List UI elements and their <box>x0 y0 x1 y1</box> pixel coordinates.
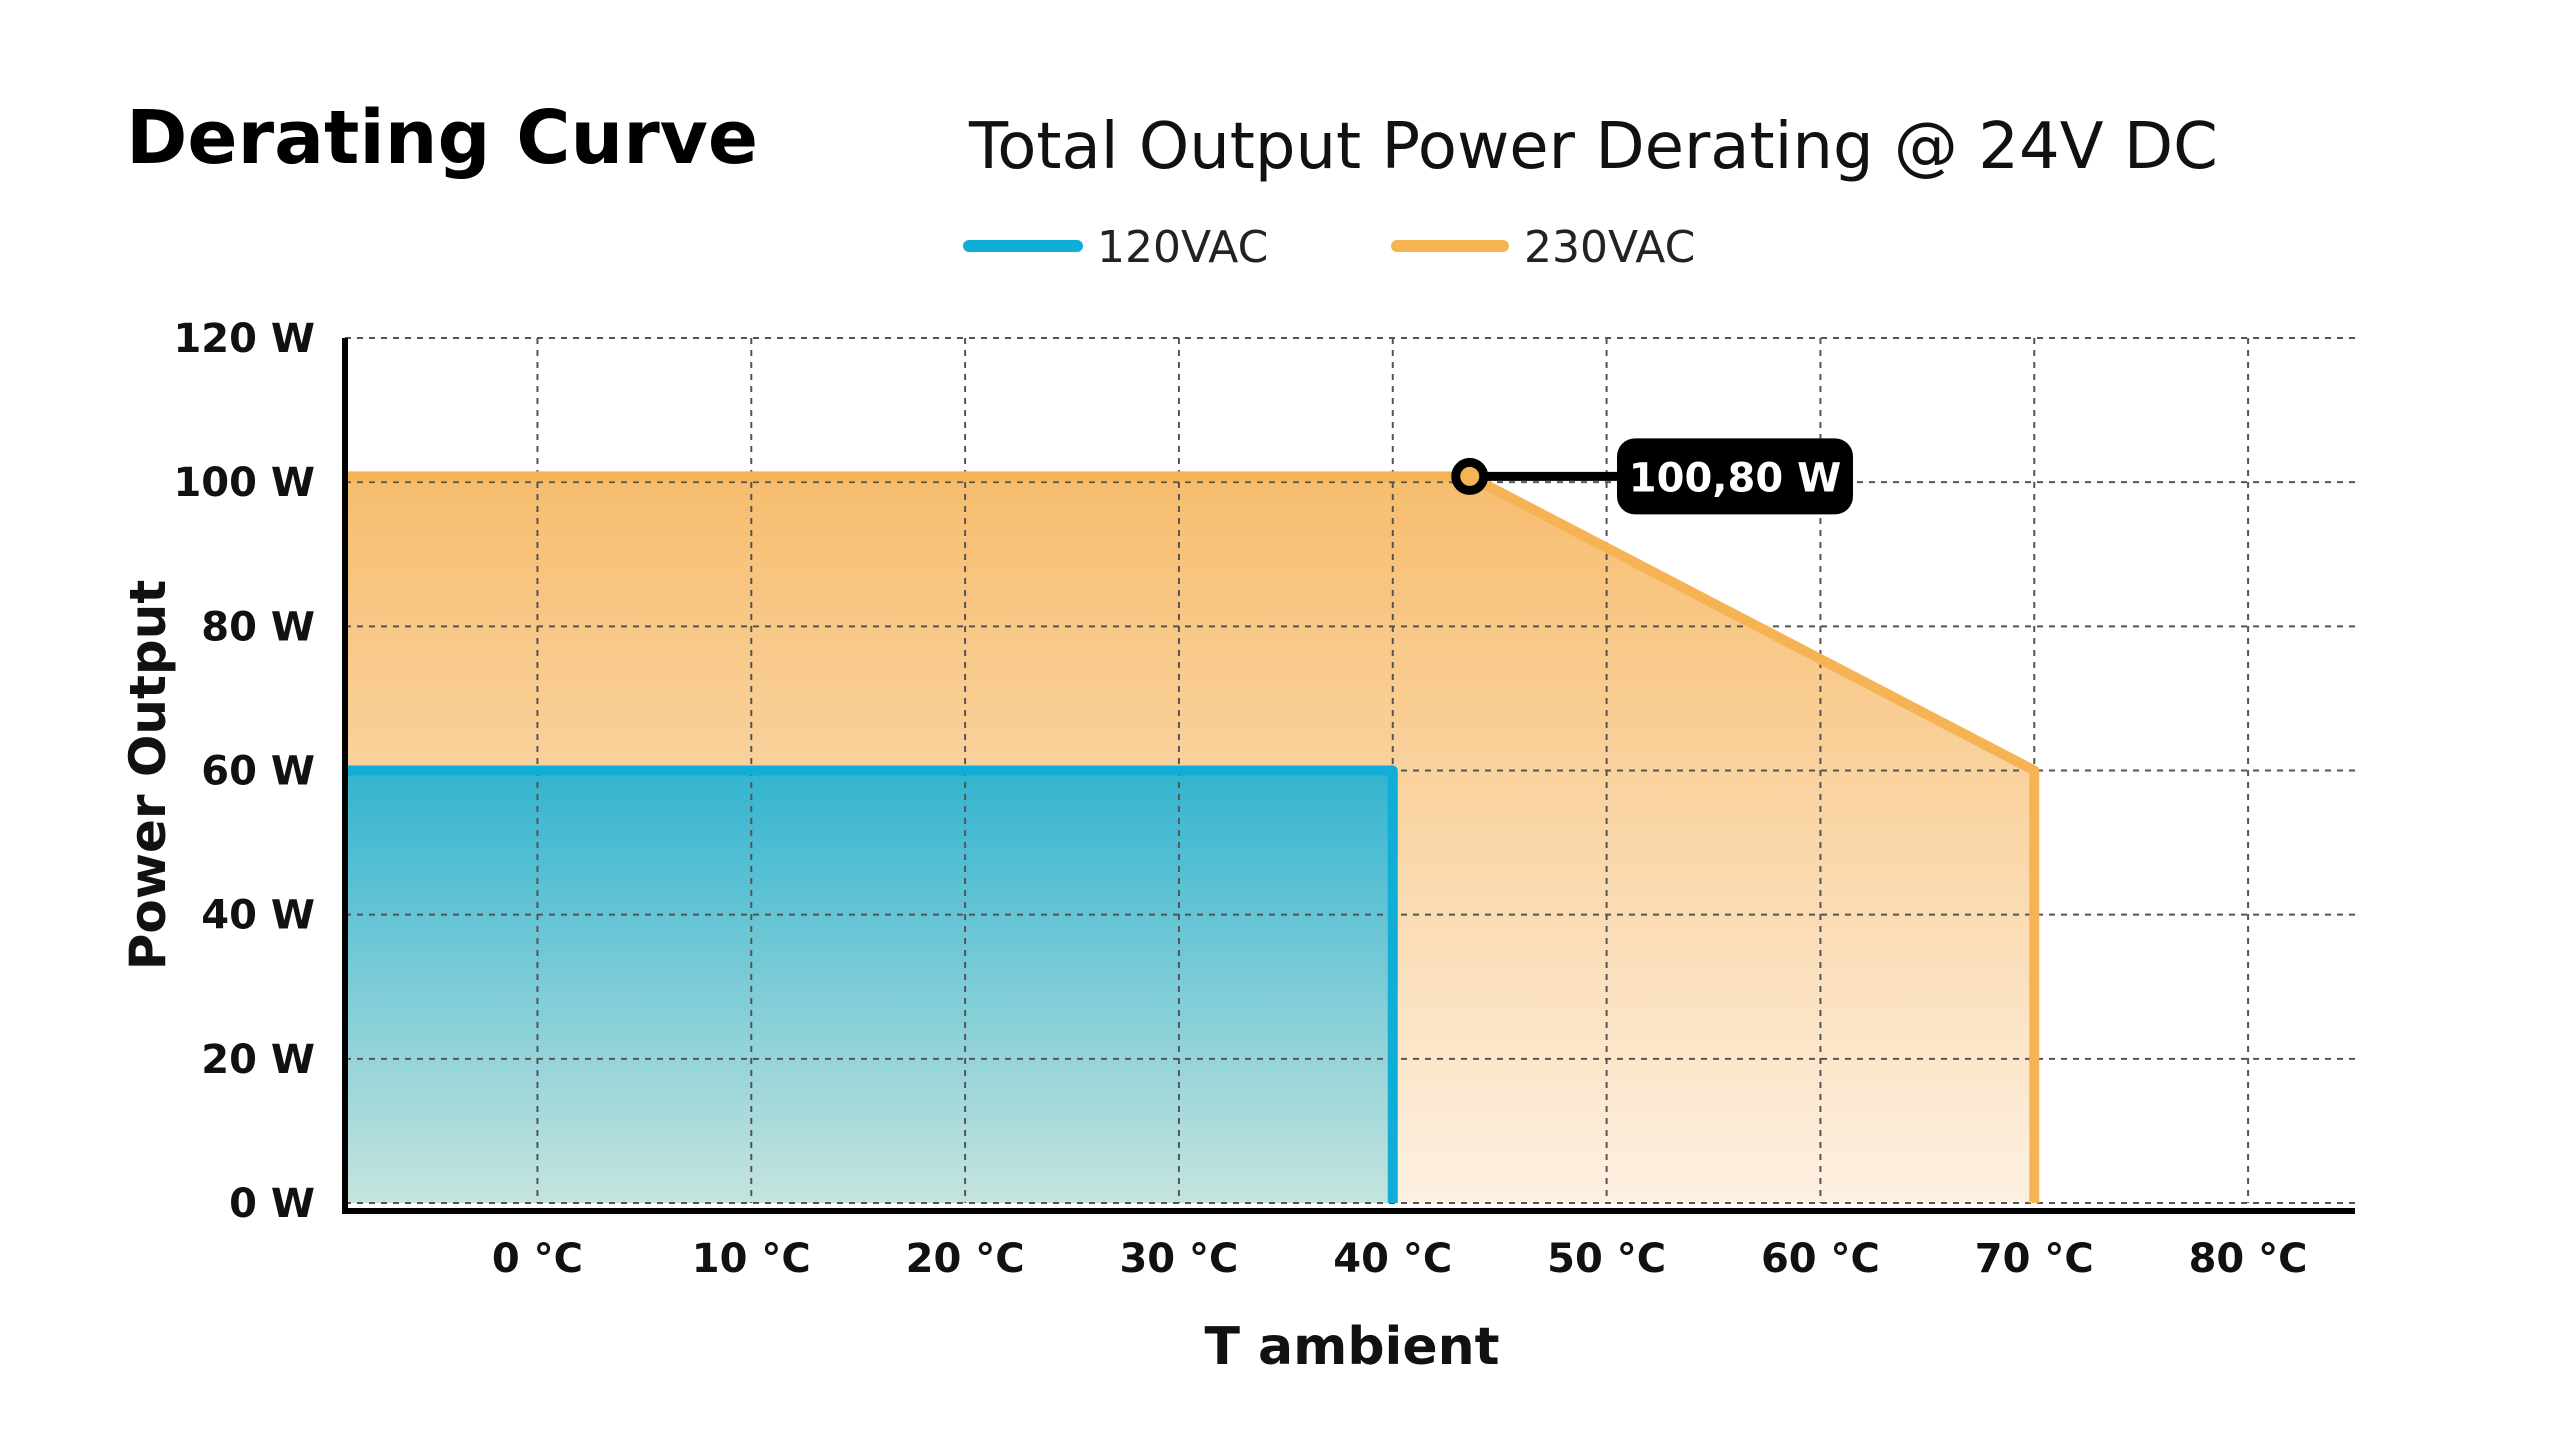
line-230vac <box>345 471 2040 1203</box>
y-tick-label: 20 W <box>201 1037 315 1083</box>
x-tick-label: 40 °C <box>1333 1236 1452 1282</box>
y-tick-label: 100 W <box>173 460 315 506</box>
y-tick-label: 80 W <box>201 604 315 650</box>
legend-label-120vac: 120VAC <box>1097 222 1268 273</box>
legend: 120VAC 230VAC <box>963 222 1695 273</box>
x-tick-label: 0 °C <box>492 1236 583 1282</box>
page-title: Derating Curve <box>126 95 758 181</box>
y-tick-label: 40 W <box>201 893 315 939</box>
legend-label-230vac: 230VAC <box>1524 222 1695 273</box>
line-120vac <box>345 765 1398 1203</box>
x-axis-label: T ambient <box>1204 1317 1499 1377</box>
y-axis-label: Power Output <box>119 580 177 970</box>
annotation-box <box>1617 438 1853 515</box>
x-tick-label: 70 °C <box>1975 1236 2094 1282</box>
x-tick-label: 30 °C <box>1119 1236 1238 1282</box>
area-120vac <box>345 770 1393 1203</box>
chart-title: Total Output Power Derating @ 24V DC <box>968 110 2218 184</box>
x-tick-label: 60 °C <box>1761 1236 1880 1282</box>
x-tick-label: 10 °C <box>692 1236 811 1282</box>
annotation-label: 100,80 W <box>1629 455 1841 501</box>
y-tick-label: 120 W <box>173 316 315 362</box>
y-tick-label: 0 W <box>229 1181 315 1227</box>
y-tick-label: 60 W <box>201 749 315 795</box>
x-tick-label: 80 °C <box>2189 1236 2308 1282</box>
annotation-marker <box>1451 457 1489 495</box>
x-tick-label: 50 °C <box>1547 1236 1666 1282</box>
x-tick-label: 20 °C <box>906 1236 1025 1282</box>
